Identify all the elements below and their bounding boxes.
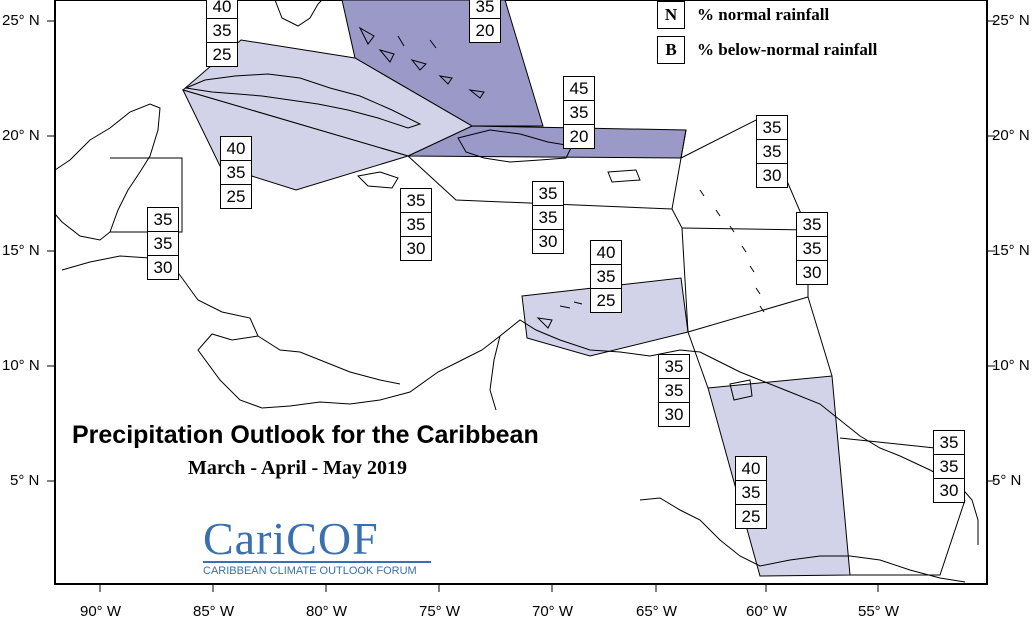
prob-value: 35 (757, 140, 787, 164)
prob-value: 40 (736, 457, 766, 481)
prob-value: 35 (757, 116, 787, 140)
prob-value: 35 (470, 0, 500, 19)
region-abc-shade (521, 277, 689, 357)
prob-value: 25 (212, 45, 232, 64)
prob-value: 35 (148, 208, 178, 232)
lat-label-5-right: 5° N (992, 472, 1022, 489)
prob-value: 35 (148, 232, 178, 256)
lat-label-10: 10° N (2, 357, 40, 374)
lon-label-70: 70° W (532, 603, 574, 620)
prob-value: 35 (533, 182, 563, 206)
prob-value: 40 (207, 0, 237, 19)
prob-box-french-guiana: 35 35 30 (933, 430, 965, 503)
prob-box-guyana: 40 35 25 (735, 456, 767, 529)
axis-ticks (47, 20, 995, 592)
prob-value: 35 (797, 213, 827, 237)
lat-label-10-right: 10° N (992, 357, 1030, 374)
legend-below-key: B (657, 36, 685, 64)
map-title: Precipitation Outlook for the Caribbean (72, 421, 539, 449)
lon-label-80: 80° W (306, 603, 348, 620)
prob-value: 30 (153, 258, 173, 277)
prob-box-leeward-islands: 35 35 30 (756, 115, 788, 188)
lon-label-75: 75° W (419, 603, 461, 620)
lon-label-90: 90° W (80, 603, 122, 620)
prob-box-trinidad: 35 35 30 (658, 354, 690, 427)
map-frame (54, 0, 988, 585)
prob-value: 20 (569, 127, 589, 146)
legend-normal-key: N (657, 1, 685, 29)
prob-value: 35 (401, 213, 431, 237)
prob-value: 30 (664, 405, 684, 424)
region-florida-shade (181, 39, 474, 157)
prob-value: 20 (475, 21, 495, 40)
lat-label-5: 5° N (10, 472, 40, 489)
prob-value: 25 (741, 507, 761, 526)
lat-label-20: 20° N (2, 127, 40, 144)
prob-value: 35 (934, 455, 964, 479)
lat-label-25-right: 25° N (992, 12, 1030, 29)
prob-box-windward-islands: 35 35 30 (796, 212, 828, 285)
prob-value: 35 (659, 355, 689, 379)
prob-value: 35 (207, 19, 237, 43)
map-subtitle: March - April - May 2019 (188, 457, 408, 479)
prob-value: 35 (797, 237, 827, 261)
prob-value: 25 (226, 187, 246, 206)
prob-box-hispaniola: 45 35 20 (563, 76, 595, 149)
prob-box-jamaica: 35 35 30 (400, 188, 432, 261)
prob-value: 35 (221, 161, 251, 185)
prob-value: 35 (591, 265, 621, 289)
logo-rule (203, 561, 431, 563)
prob-value: 35 (564, 101, 594, 125)
prob-box-caribbean-sea-central: 35 35 30 (532, 181, 564, 254)
prob-box-belize: 35 35 30 (147, 207, 179, 280)
prob-value: 35 (659, 379, 689, 403)
prob-value: 30 (538, 232, 558, 251)
prob-value: 30 (762, 166, 782, 185)
lat-label-20-right: 20° N (992, 127, 1030, 144)
lon-label-85: 85° W (193, 603, 235, 620)
logo-tagline: CARIBBEAN CLIMATE OUTLOOK FORUM (203, 565, 417, 577)
lat-label-15-right: 15° N (992, 242, 1030, 259)
prob-box-cuba: 40 35 25 (220, 136, 252, 209)
legend-below-label: % below-normal rainfall (697, 40, 878, 59)
prob-value: 25 (596, 291, 616, 310)
prob-value: 45 (564, 77, 594, 101)
coastlines (54, 0, 979, 583)
prob-value: 30 (406, 239, 426, 258)
prob-box-bahamas-north: 35 20 (469, 0, 501, 43)
lat-label-15: 15° N (2, 242, 40, 259)
prob-value: 30 (802, 263, 822, 282)
prob-value: 35 (736, 481, 766, 505)
prob-value: 40 (221, 137, 251, 161)
prob-value: 35 (401, 189, 431, 213)
prob-value: 40 (591, 241, 621, 265)
lat-label-25: 25° N (2, 12, 40, 29)
region-guyana-shade (707, 375, 851, 577)
prob-value: 30 (939, 481, 959, 500)
lon-label-60: 60° W (746, 603, 788, 620)
prob-value: 35 (533, 206, 563, 230)
prob-value: 35 (934, 431, 964, 455)
legend-normal-label: % normal rainfall (697, 5, 830, 24)
lon-label-65: 65° W (636, 603, 678, 620)
prob-box-abc-islands: 40 35 25 (590, 240, 622, 313)
caricof-logo: CariCOF (203, 513, 379, 564)
prob-box-florida-straits: 40 35 25 (206, 0, 238, 67)
lon-label-55: 55° W (858, 603, 900, 620)
